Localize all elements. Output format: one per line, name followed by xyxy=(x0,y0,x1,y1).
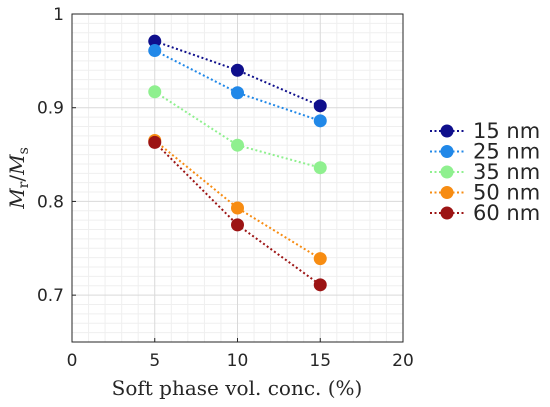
y-ticks: 0.7 0.8 0.9 1 xyxy=(37,5,76,306)
legend-marker xyxy=(440,165,454,179)
y-axis-label-m1: M xyxy=(5,188,29,210)
y-axis-label: Mr/Ms xyxy=(5,147,32,210)
legend-item: 60 nm xyxy=(430,201,540,225)
data-point xyxy=(313,278,327,292)
data-point xyxy=(231,201,244,215)
series-60-nm xyxy=(148,135,327,292)
data-point xyxy=(231,86,244,100)
data-point xyxy=(148,85,162,99)
legend-label: 25 nm xyxy=(473,140,540,164)
data-point xyxy=(231,138,244,152)
legend-item: 35 nm xyxy=(430,160,540,184)
data-point xyxy=(148,135,162,149)
x-ticks: 0 5 10 15 20 xyxy=(67,338,414,371)
data-point xyxy=(148,44,162,58)
series-line xyxy=(154,90,321,169)
legend-marker xyxy=(440,145,454,158)
data-point xyxy=(313,114,327,128)
x-tick-label: 5 xyxy=(149,351,160,371)
data-point xyxy=(148,34,162,48)
legend-marker xyxy=(440,124,454,138)
series-35-nm xyxy=(148,85,327,175)
x-tick-label: 20 xyxy=(392,351,414,371)
series-25-nm xyxy=(148,44,327,128)
y-axis-label-sub1: r xyxy=(16,181,32,188)
legend-label: 35 nm xyxy=(473,160,540,184)
data-point xyxy=(313,252,327,266)
y-axis-label-m2: M xyxy=(5,154,29,176)
legend-item: 15 nm xyxy=(430,119,540,143)
data-point xyxy=(313,161,327,175)
data-point xyxy=(231,218,244,232)
legend-item: 50 nm xyxy=(430,181,540,205)
legend-marker xyxy=(440,186,454,199)
series-15-nm xyxy=(148,34,327,113)
y-tick-label: 0.8 xyxy=(37,192,64,212)
x-axis-label: Soft phase vol. conc. (%) xyxy=(112,376,363,400)
legend-marker xyxy=(440,206,454,220)
y-axis-label-sub2: s xyxy=(16,147,32,154)
series-layer xyxy=(148,34,327,292)
x-tick-label: 0 xyxy=(67,351,78,371)
legend-item: 25 nm xyxy=(430,140,540,164)
data-point xyxy=(231,63,244,77)
series-line xyxy=(154,139,321,260)
series-line xyxy=(154,141,321,286)
y-axis-label-slash: / xyxy=(5,175,29,182)
legend-label: 50 nm xyxy=(473,181,540,205)
legend-label: 60 nm xyxy=(473,201,540,225)
y-tick-label: 0.9 xyxy=(37,99,64,119)
y-tick-label: 1 xyxy=(53,5,64,25)
legend-label: 15 nm xyxy=(473,119,540,143)
x-tick-label: 10 xyxy=(227,351,249,371)
x-tick-label: 15 xyxy=(309,351,331,371)
y-tick-label: 0.7 xyxy=(37,286,64,306)
data-point xyxy=(313,99,327,113)
